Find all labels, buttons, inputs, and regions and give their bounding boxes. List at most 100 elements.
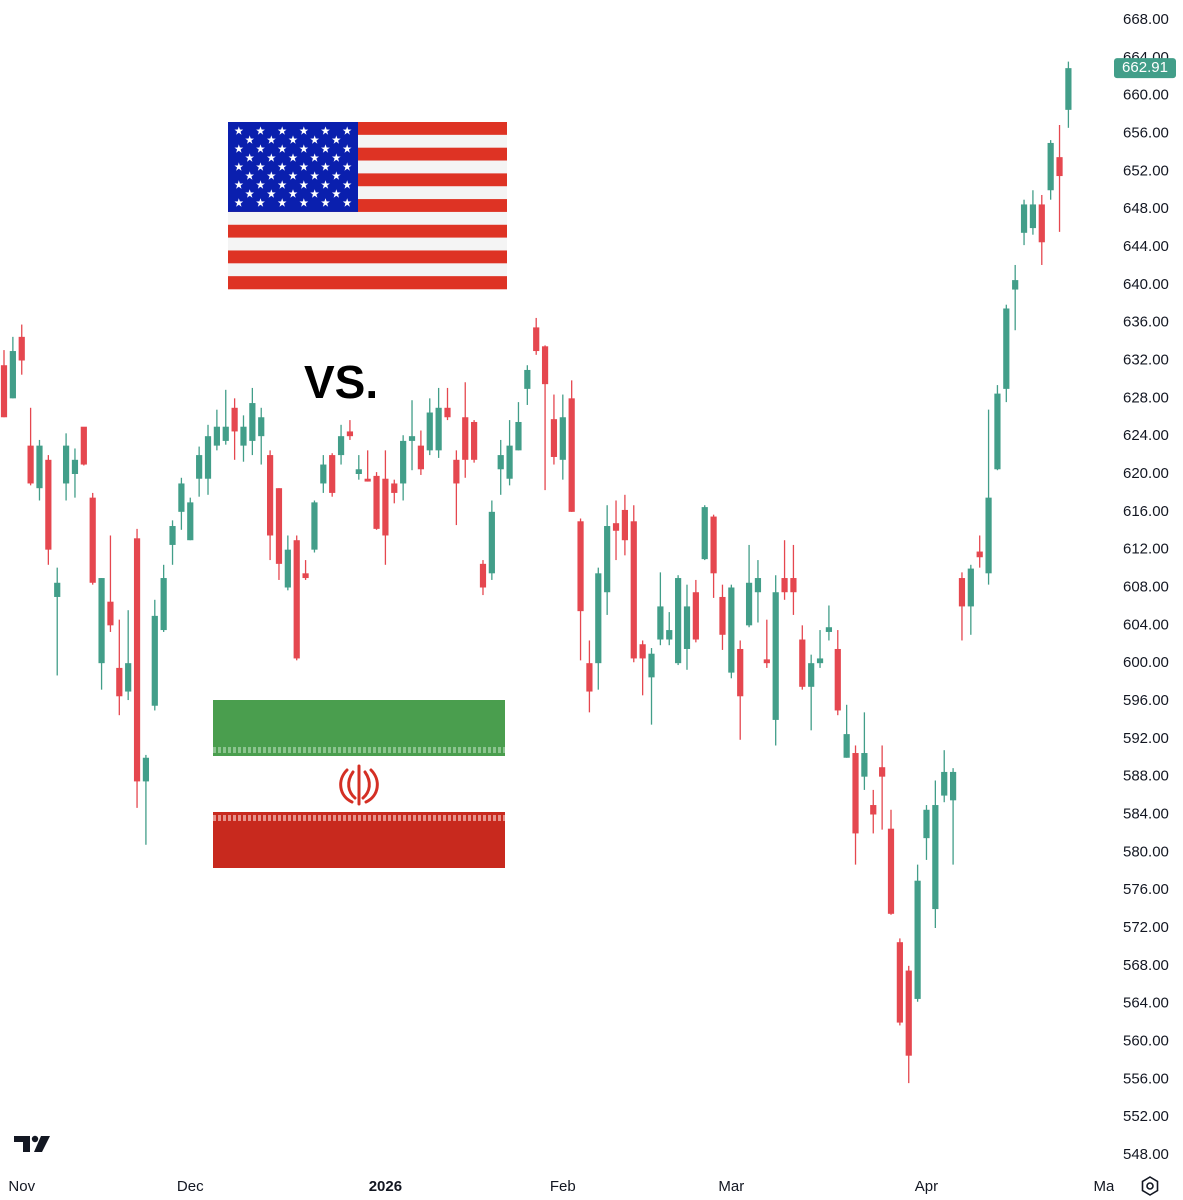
flag-star bbox=[277, 198, 287, 207]
candle-body bbox=[932, 805, 939, 910]
candle-body bbox=[311, 502, 318, 550]
candle-body bbox=[843, 734, 850, 758]
candle-body bbox=[861, 753, 868, 777]
flag-star bbox=[310, 171, 319, 180]
candle-body bbox=[116, 667, 123, 697]
candle-body bbox=[745, 582, 753, 626]
candle-body bbox=[976, 551, 983, 558]
candle-body bbox=[249, 403, 256, 441]
candle-body bbox=[763, 659, 770, 664]
flag-star bbox=[342, 144, 352, 153]
candle-body bbox=[391, 483, 398, 493]
candle-body bbox=[816, 658, 824, 664]
candle-body bbox=[45, 459, 52, 550]
x-tick-label: Feb bbox=[550, 1178, 576, 1195]
candle-body bbox=[1029, 204, 1037, 229]
candle-body bbox=[488, 511, 495, 574]
x-axis: Nov Dec 2026 Feb Mar Apr Ma bbox=[8, 1178, 1114, 1195]
candle-body bbox=[568, 398, 575, 512]
flag-star bbox=[256, 144, 265, 153]
candle-body bbox=[479, 563, 487, 588]
y-tick-label: 600.00 bbox=[1123, 654, 1169, 671]
y-tick-label: 632.00 bbox=[1123, 351, 1169, 368]
y-tick-label: 652.00 bbox=[1123, 162, 1169, 179]
plot-area bbox=[0, 61, 1072, 1084]
candle-body bbox=[80, 426, 87, 465]
candle-body bbox=[1038, 204, 1045, 243]
candle-body bbox=[426, 412, 433, 451]
candle-body bbox=[781, 578, 788, 593]
candle-body bbox=[825, 627, 833, 632]
candle-body bbox=[142, 757, 150, 782]
candle-body bbox=[905, 970, 912, 1056]
flag-star bbox=[332, 171, 341, 180]
candle-body bbox=[54, 582, 61, 597]
candle-body bbox=[497, 455, 504, 470]
candle-body bbox=[462, 417, 469, 460]
candle-body bbox=[1020, 204, 1028, 233]
y-tick-label: 572.00 bbox=[1123, 919, 1169, 936]
last-price-label: 662.91 bbox=[1122, 59, 1168, 76]
candle-body bbox=[36, 445, 43, 489]
candle-body bbox=[373, 475, 380, 529]
candle-body bbox=[808, 663, 815, 687]
y-tick-label: 608.00 bbox=[1123, 578, 1169, 595]
flag-star bbox=[267, 135, 276, 144]
flag-star bbox=[234, 198, 244, 207]
candle-body bbox=[400, 440, 407, 484]
y-tick-label: 636.00 bbox=[1123, 314, 1169, 331]
settings-icon[interactable] bbox=[1141, 1176, 1159, 1196]
y-axis: 548.00 552.00 556.00 560.00 564.00 568.00 572.… bbox=[1114, 11, 1176, 1163]
candle-body bbox=[701, 507, 708, 560]
flag-stripe bbox=[228, 224, 507, 238]
candle-body bbox=[550, 419, 558, 457]
candle-body bbox=[799, 639, 806, 687]
candle-body bbox=[435, 407, 442, 451]
candle-body bbox=[949, 771, 957, 801]
flag-star bbox=[299, 126, 309, 135]
flag-star bbox=[256, 126, 265, 135]
flag-star bbox=[342, 126, 352, 135]
candle-body bbox=[533, 327, 540, 352]
flag-star bbox=[256, 162, 265, 171]
candle-body bbox=[790, 578, 797, 593]
y-tick-label: 568.00 bbox=[1123, 957, 1169, 974]
flag-star bbox=[267, 189, 276, 198]
candle-body bbox=[169, 526, 176, 545]
flag-star bbox=[299, 144, 309, 153]
y-tick-label: 560.00 bbox=[1123, 1032, 1169, 1049]
candle-body bbox=[231, 407, 238, 432]
candle-body bbox=[222, 426, 229, 441]
iran-flag bbox=[213, 700, 505, 868]
x-tick-label: Dec bbox=[177, 1178, 204, 1195]
candle-body bbox=[151, 615, 158, 706]
flag-stripe bbox=[228, 263, 507, 277]
candle-body bbox=[364, 478, 371, 482]
flag-star bbox=[321, 180, 330, 189]
y-tick-label: 612.00 bbox=[1123, 541, 1169, 558]
flag-star bbox=[299, 198, 309, 207]
flag-star bbox=[299, 162, 309, 171]
candle-body bbox=[408, 436, 416, 441]
flag-star bbox=[288, 135, 298, 144]
candle-body bbox=[852, 753, 859, 834]
flag-star bbox=[277, 126, 287, 135]
flag-star bbox=[342, 162, 352, 171]
candle-body bbox=[506, 445, 513, 479]
y-tick-label: 584.00 bbox=[1123, 805, 1169, 822]
candle-body bbox=[648, 653, 655, 678]
candle-body bbox=[267, 455, 274, 536]
y-tick-label: 556.00 bbox=[1123, 1070, 1169, 1087]
y-tick-label: 656.00 bbox=[1123, 124, 1169, 141]
candle-body bbox=[621, 509, 628, 541]
candle-body bbox=[985, 497, 992, 574]
candle-body bbox=[737, 648, 744, 697]
flag-star bbox=[234, 126, 244, 135]
flag-star bbox=[245, 153, 254, 162]
candle-body bbox=[337, 436, 345, 456]
y-tick-label: 604.00 bbox=[1123, 616, 1169, 633]
flag-star bbox=[256, 198, 265, 207]
candle-body bbox=[0, 365, 8, 418]
flag-star bbox=[321, 126, 330, 135]
